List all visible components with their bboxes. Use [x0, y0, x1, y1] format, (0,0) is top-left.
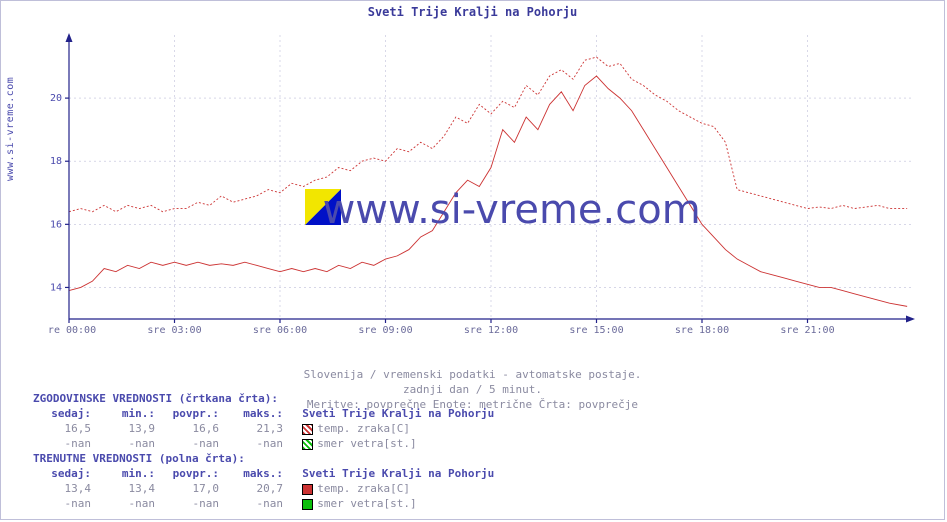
y-axis-label: www.si-vreme.com	[5, 77, 16, 181]
legend-marker-icon	[302, 424, 313, 435]
legend-historic-header: ZGODOVINSKE VREDNOSTI (črtkana črta):	[33, 391, 500, 406]
chart-title: Sveti Trije Kralji na Pohorju	[1, 5, 944, 19]
plot-svg: sre 00:00 sre 03:00 sre 06:00 sre 09:00 sre …	[49, 25, 925, 341]
legend-current-table: sedaj:min.:povpr.:maks.: Sveti Trije Kra…	[33, 466, 500, 511]
chart-frame: Sveti Trije Kralji na Pohorju www.si-vre…	[0, 0, 945, 520]
svg-text:14: 14	[50, 282, 62, 293]
svg-text:sre 06:00: sre 06:00	[253, 325, 307, 336]
svg-text:sre 15:00: sre 15:00	[569, 325, 623, 336]
legend-marker-icon	[302, 484, 313, 495]
legend-marker-icon	[302, 499, 313, 510]
svg-text:20: 20	[50, 93, 62, 104]
legend-block: ZGODOVINSKE VREDNOSTI (črtkana črta):sed…	[33, 391, 500, 511]
svg-text:sre 09:00: sre 09:00	[358, 325, 412, 336]
watermark-text: www.si-vreme.com	[323, 187, 701, 233]
svg-text:18: 18	[50, 156, 62, 167]
svg-text:sre 18:00: sre 18:00	[675, 325, 729, 336]
subtitle-line1: Slovenija / vremenski podatki - avtomats…	[304, 368, 642, 381]
legend-current-header: TRENUTNE VREDNOSTI (polna črta):	[33, 451, 500, 466]
svg-text:sre 03:00: sre 03:00	[147, 325, 201, 336]
svg-text:sre 00:00: sre 00:00	[49, 325, 96, 336]
svg-text:16: 16	[50, 219, 62, 230]
plot-area: sre 00:00 sre 03:00 sre 06:00 sre 09:00 sre …	[49, 25, 925, 344]
svg-text:sre 12:00: sre 12:00	[464, 325, 518, 336]
svg-text:sre 21:00: sre 21:00	[780, 325, 834, 336]
legend-marker-icon	[302, 439, 313, 450]
legend-historic-table: sedaj:min.:povpr.:maks.: Sveti Trije Kra…	[33, 406, 500, 451]
